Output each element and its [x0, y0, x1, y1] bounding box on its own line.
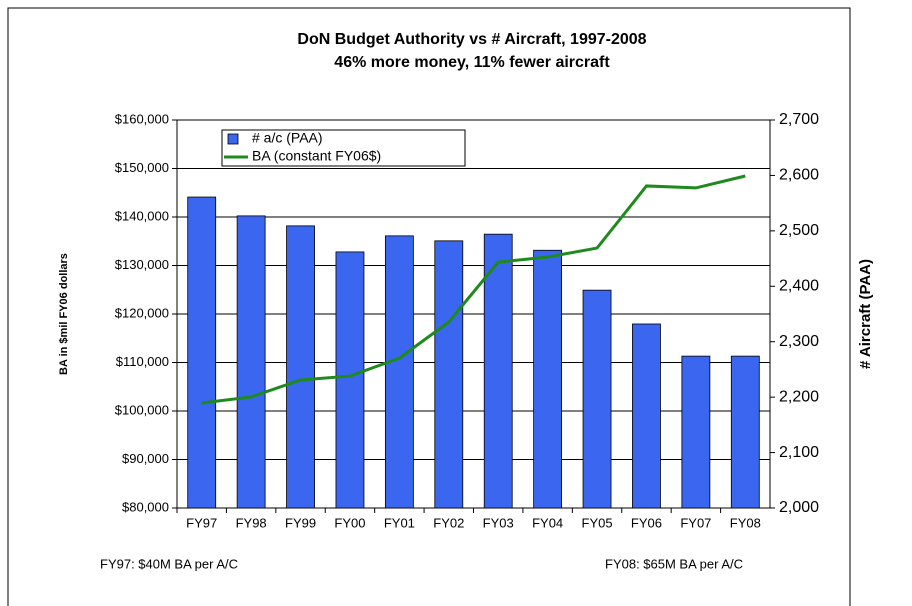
bar: [483, 233, 513, 509]
y-tick-label: $80,000: [122, 499, 169, 514]
y-tick-label: $100,000: [115, 402, 169, 417]
bar: [286, 225, 315, 509]
y-tick-label: $150,000: [115, 160, 169, 175]
y-tick-label: $140,000: [115, 208, 169, 223]
y-tick-label: $160,000: [115, 111, 169, 126]
chart-subtitle: 46% more money, 11% fewer aircraft: [334, 54, 610, 71]
y-tick-label: $110,000: [116, 354, 169, 369]
y2-tick-label: 2,200: [779, 388, 819, 405]
y2-tick-label: 2,100: [779, 444, 819, 461]
bar: [187, 196, 217, 509]
bar: [384, 235, 414, 509]
annotation: FY08: $65M BA per A/C: [605, 556, 743, 571]
x-tick-label: FY98: [236, 515, 267, 530]
bar: [632, 323, 661, 509]
x-tick-label: FY05: [582, 515, 613, 530]
x-tick-label: FY02: [433, 515, 464, 530]
x-tick-label: FY06: [631, 515, 662, 530]
x-tick-label: FY07: [680, 515, 711, 530]
bar: [681, 355, 711, 509]
x-tick-label: FY01: [384, 515, 415, 530]
y2-tick-label: 2,400: [779, 278, 819, 295]
x-tick-label: FY00: [334, 515, 365, 530]
legend-box: [221, 129, 466, 167]
annotation: FY97: $40M BA per A/C: [100, 556, 238, 571]
chart-title: DoN Budget Authority vs # Aircraft, 1997…: [297, 31, 646, 48]
bar: [533, 249, 563, 509]
x-tick-label: FY97: [186, 515, 217, 530]
bar: [582, 289, 612, 509]
legend-swatch: [227, 133, 239, 145]
y2-tick-label: 2,700: [779, 111, 819, 128]
bar: [335, 251, 365, 509]
y-tick-label: $90,000: [122, 451, 169, 466]
x-tick-label: FY03: [483, 515, 514, 530]
y2-tick-label: 2,000: [779, 499, 819, 516]
y2-tick-label: 2,600: [779, 167, 819, 184]
bar: [434, 240, 464, 509]
y2-tick-label: 2,500: [779, 222, 819, 239]
y-axis-label: BA in $mil FY06 dollars: [58, 253, 70, 375]
y-tick-label: $120,000: [115, 305, 169, 320]
y2-tick-label: 2,300: [779, 333, 819, 350]
x-tick-label: FY99: [285, 515, 316, 530]
y-tick-label: $130,000: [115, 257, 169, 272]
bar: [236, 215, 266, 509]
x-tick-label: FY04: [532, 515, 563, 530]
line-series: [201, 174, 746, 405]
x-tick-label: FY08: [730, 515, 761, 530]
y2-axis-label: # Aircraft (PAA): [857, 259, 874, 369]
legend-label: BA (constant FY06$): [252, 148, 381, 164]
bar: [730, 355, 760, 509]
legend-label: # a/c (PAA): [252, 130, 323, 146]
